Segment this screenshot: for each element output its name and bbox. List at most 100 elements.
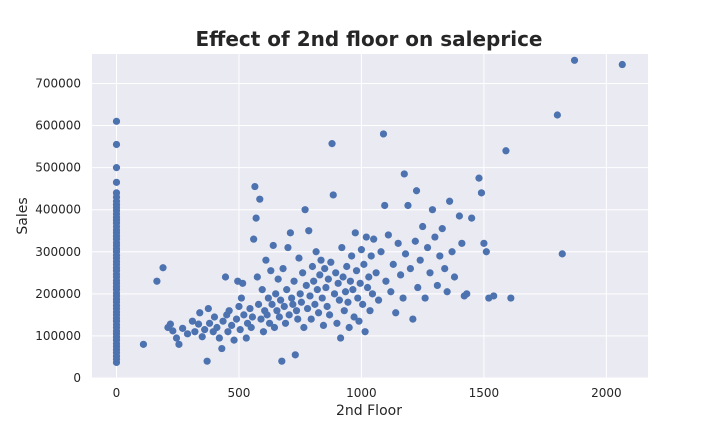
data-point — [558, 250, 566, 258]
data-point — [225, 307, 233, 315]
data-point — [306, 292, 314, 300]
data-point — [346, 277, 355, 285]
data-point — [450, 273, 459, 281]
data-point — [139, 340, 148, 348]
data-point — [458, 239, 466, 247]
data-point — [318, 294, 326, 302]
data-point — [301, 206, 309, 214]
x-axis-label: 2nd Floor — [336, 403, 402, 419]
data-point — [236, 326, 244, 334]
data-point — [307, 315, 315, 323]
data-point — [334, 279, 342, 287]
data-point — [366, 307, 374, 315]
data-point — [286, 229, 294, 237]
data-point — [359, 300, 367, 308]
data-point — [379, 130, 388, 138]
data-point — [372, 269, 380, 277]
data-point — [235, 302, 243, 311]
data-point — [259, 328, 268, 336]
data-point — [332, 269, 340, 277]
x-axis-ticks: 0 500 1000 1500 2000 — [113, 386, 622, 400]
data-point — [279, 264, 287, 273]
data-point — [297, 298, 306, 306]
data-point — [313, 286, 321, 294]
data-point — [316, 271, 324, 279]
y-tick-label: 0 — [73, 371, 81, 385]
data-point — [352, 267, 361, 275]
data-point — [317, 256, 325, 264]
data-point — [381, 201, 389, 210]
data-point — [397, 271, 405, 279]
data-point — [302, 281, 310, 290]
data-point — [406, 264, 415, 273]
data-point — [374, 296, 383, 304]
data-point — [288, 294, 296, 302]
x-tick-label: 1000 — [346, 386, 377, 400]
data-point — [251, 182, 259, 191]
data-point — [387, 288, 395, 296]
data-point — [296, 290, 304, 298]
data-point — [335, 296, 343, 304]
data-point — [349, 286, 357, 294]
data-point — [350, 313, 358, 321]
data-point — [361, 328, 369, 336]
data-point — [344, 298, 352, 306]
data-point — [269, 241, 277, 250]
data-point — [201, 326, 209, 334]
data-point — [240, 311, 248, 319]
y-tick-label: 500000 — [35, 161, 81, 175]
data-point — [253, 273, 261, 281]
y-tick-label: 200000 — [35, 287, 81, 301]
data-point — [172, 334, 181, 342]
data-point — [153, 277, 161, 285]
data-point — [357, 246, 366, 254]
y-tick-label: 600000 — [35, 119, 81, 133]
data-point — [392, 309, 400, 317]
data-point — [112, 358, 121, 367]
data-point — [310, 277, 318, 285]
y-axis-ticks: 0 100000 200000 300000 400000 500000 600000 700… — [35, 76, 81, 385]
data-point — [210, 313, 219, 321]
data-point — [248, 313, 257, 321]
data-point — [191, 328, 199, 336]
data-point — [213, 323, 221, 332]
data-point — [256, 195, 264, 203]
data-point — [502, 147, 510, 155]
data-point — [384, 231, 392, 239]
data-point — [416, 256, 424, 264]
data-point — [394, 239, 402, 247]
data-point — [553, 111, 561, 119]
data-point — [276, 296, 285, 304]
data-point — [463, 290, 471, 298]
data-point — [360, 260, 368, 268]
data-point — [414, 283, 422, 292]
data-point — [284, 243, 292, 252]
data-point — [294, 315, 302, 323]
data-point — [351, 229, 359, 237]
data-point — [273, 307, 281, 315]
data-point — [363, 283, 372, 292]
data-point — [179, 324, 187, 332]
data-point — [305, 227, 313, 235]
data-point — [423, 243, 432, 252]
data-point — [377, 248, 385, 256]
data-point — [477, 189, 486, 197]
data-point — [205, 319, 214, 327]
data-point — [328, 140, 336, 148]
data-point — [246, 304, 254, 313]
data-point — [224, 328, 232, 336]
data-point — [365, 273, 373, 281]
data-point — [291, 351, 299, 359]
data-point — [257, 315, 265, 323]
data-point — [455, 212, 464, 220]
data-point — [325, 311, 334, 319]
data-point — [443, 288, 451, 296]
data-point — [281, 319, 290, 327]
data-point — [341, 288, 350, 296]
y-axis-label: Sales — [15, 197, 31, 234]
data-point — [166, 320, 174, 328]
data-point — [299, 269, 307, 277]
y-tick-label: 400000 — [35, 203, 81, 217]
data-point — [237, 294, 246, 302]
